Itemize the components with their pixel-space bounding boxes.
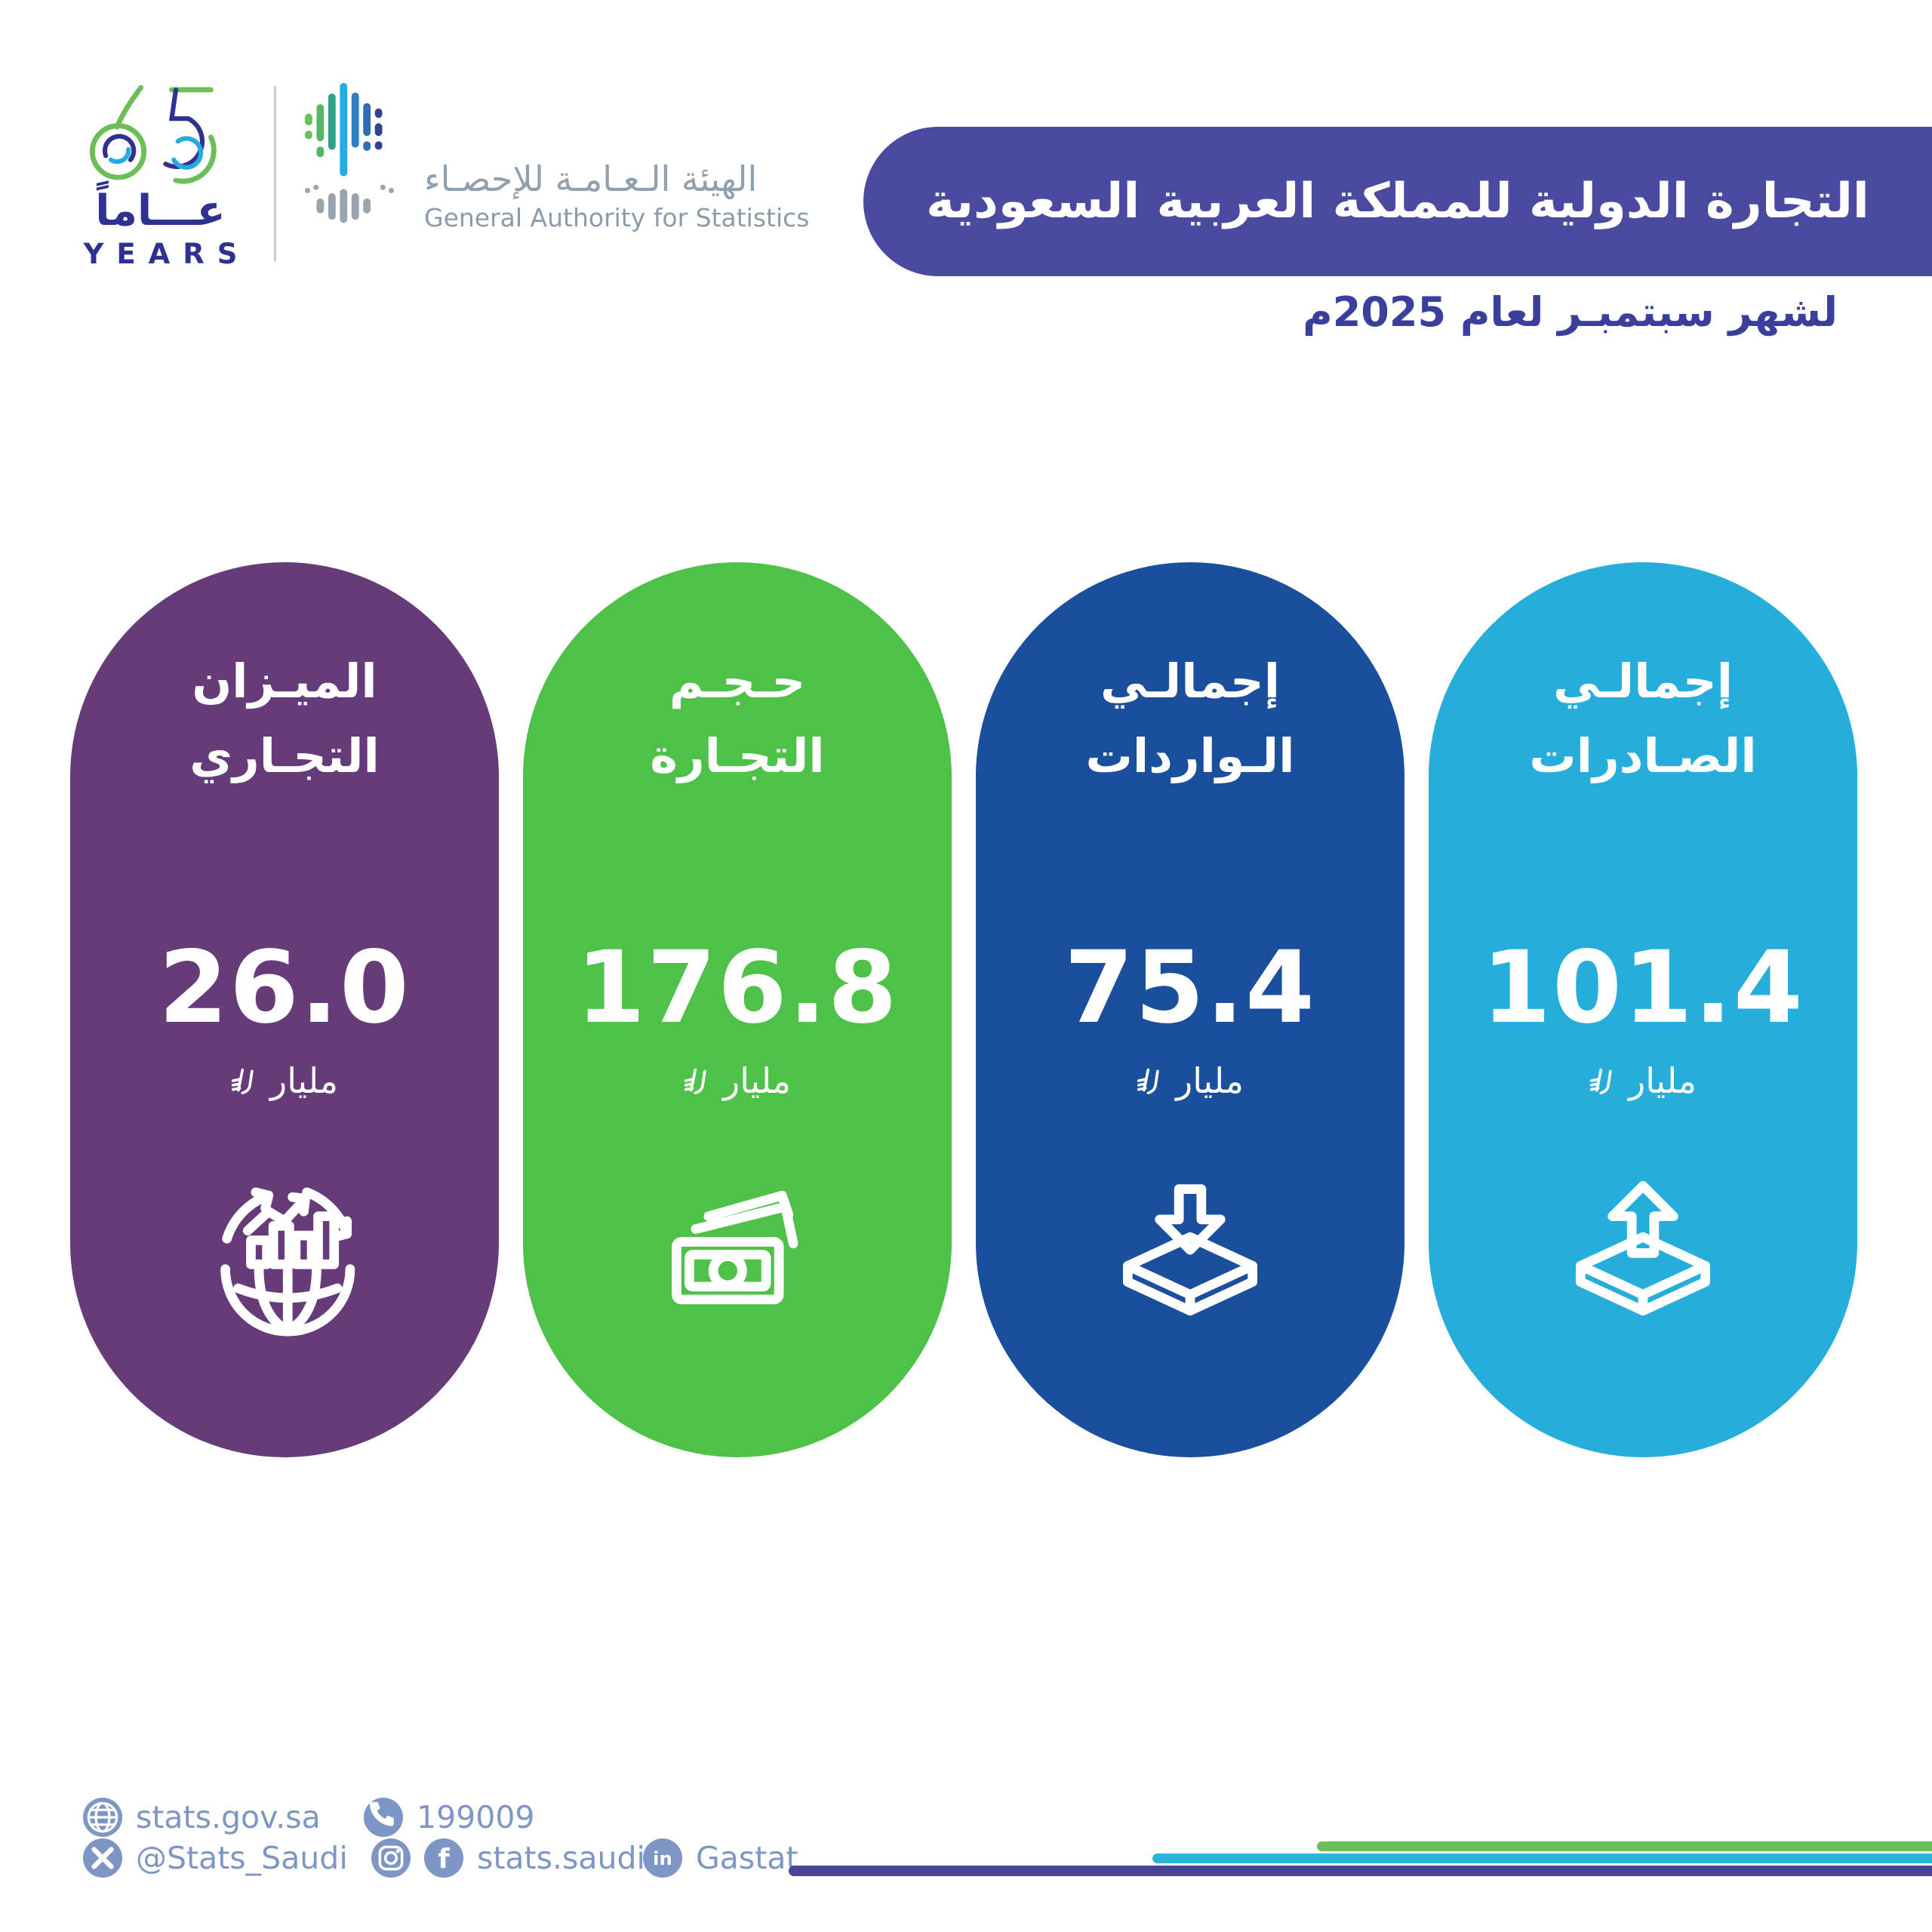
saudi-riyal-icon bbox=[1137, 1066, 1164, 1096]
total-imports-value: 75.4 bbox=[1064, 930, 1316, 1047]
logo-divider bbox=[274, 86, 276, 261]
decor-line-purple bbox=[789, 1866, 1932, 1876]
social-handle-label: stats.saudi bbox=[477, 1840, 645, 1876]
gastat-logo-lockup: عـــاماً YEARS bbox=[75, 75, 810, 268]
x-icon bbox=[83, 1838, 122, 1878]
decor-line-green bbox=[1317, 1841, 1932, 1851]
linkedin-handle-label: Gastat bbox=[696, 1840, 798, 1876]
website-label: stats.gov.sa bbox=[136, 1799, 321, 1835]
footer-x-handle: @Stats_Saudi bbox=[83, 1838, 348, 1878]
years-english-label: YEARS bbox=[83, 238, 251, 270]
footer-social-handle: stats.saudi bbox=[371, 1838, 645, 1878]
instagram-icon bbox=[371, 1838, 411, 1878]
export-box-icon bbox=[1563, 1181, 1723, 1344]
saudi-riyal-icon bbox=[231, 1066, 258, 1096]
footer-phone: 199009 bbox=[364, 1798, 535, 1837]
card-title: حـجـم التجـارة bbox=[650, 654, 825, 784]
banknotes-icon bbox=[657, 1181, 817, 1344]
years-65-block: عـــاماً YEARS bbox=[75, 82, 245, 268]
authority-english-name: General Authority for Statistics bbox=[424, 202, 810, 232]
trade-volume-value: 176.8 bbox=[576, 930, 899, 1047]
saudi-riyal-icon bbox=[684, 1066, 711, 1096]
footer-linkedin-handle: Gastat bbox=[643, 1838, 798, 1878]
unit-row: مليار bbox=[523, 1060, 952, 1101]
linkedin-icon bbox=[643, 1838, 682, 1878]
globe-icon bbox=[83, 1798, 122, 1837]
gastat-emblem-icon bbox=[305, 75, 394, 259]
stat-cards-row: الميـزان التجـاري 26.0 مليار حـجـم التجـ… bbox=[70, 562, 1857, 1457]
decor-line-cyan bbox=[1152, 1854, 1932, 1863]
unit-row: مليار bbox=[70, 1060, 499, 1101]
globe-growth-icon bbox=[205, 1181, 365, 1344]
unit-label: مليار bbox=[1176, 1060, 1244, 1102]
phone-label: 199009 bbox=[417, 1799, 535, 1835]
card-title: إجمالـي الصـادرات bbox=[1529, 654, 1757, 784]
card-total-imports: إجمالـي الـواردات 75.4 مليار bbox=[976, 562, 1404, 1457]
card-title: إجمالـي الـواردات bbox=[1085, 654, 1295, 784]
authority-arabic-name: الهيئة الـعـامـة للإحصـاء bbox=[424, 158, 758, 199]
unit-label: مليار bbox=[723, 1060, 791, 1102]
trade-balance-value: 26.0 bbox=[158, 930, 411, 1047]
phone-icon bbox=[364, 1798, 403, 1837]
title-banner: التجارة الدولية للمملكة العربية السعودية bbox=[863, 127, 1932, 276]
authority-name-block: الهيئة الـعـامـة للإحصـاء General Author… bbox=[424, 160, 810, 232]
footer-website: stats.gov.sa bbox=[83, 1798, 321, 1837]
card-total-exports: إجمالـي الصـادرات 101.4 مليار bbox=[1429, 562, 1857, 1457]
65-years-mark-icon bbox=[89, 85, 217, 184]
facebook-icon bbox=[424, 1838, 463, 1878]
unit-label: مليار bbox=[270, 1060, 338, 1102]
card-trade-balance: الميـزان التجـاري 26.0 مليار bbox=[70, 562, 499, 1457]
card-trade-volume: حـجـم التجـارة 176.8 مليار bbox=[523, 562, 952, 1457]
total-exports-value: 101.4 bbox=[1481, 930, 1804, 1047]
x-handle-label: @Stats_Saudi bbox=[136, 1840, 348, 1876]
card-title: الميـزان التجـاري bbox=[189, 654, 380, 784]
years-arabic-label: عـــاماً bbox=[95, 186, 226, 235]
unit-row: مليار bbox=[1429, 1060, 1857, 1101]
import-box-icon bbox=[1110, 1181, 1270, 1344]
unit-label: مليار bbox=[1629, 1060, 1697, 1102]
page-subtitle: لشهر سبتمبـر لعام 2025م bbox=[1303, 288, 1838, 336]
page-title: التجارة الدولية للمملكة العربية السعودية bbox=[926, 174, 1869, 229]
saudi-riyal-icon bbox=[1589, 1066, 1617, 1096]
unit-row: مليار bbox=[976, 1060, 1404, 1101]
